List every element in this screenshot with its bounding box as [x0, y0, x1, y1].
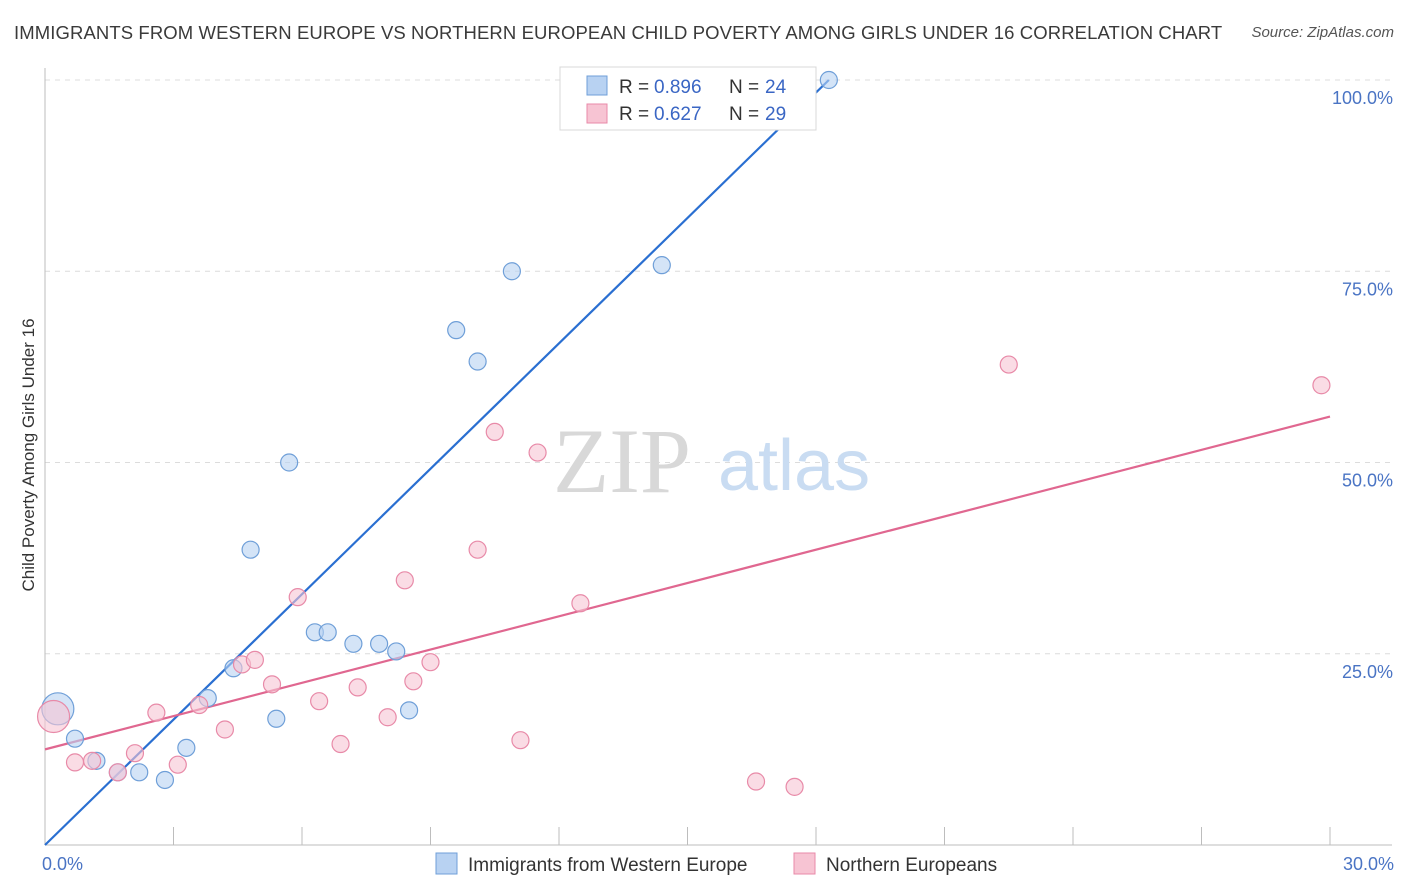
- series-label-blue: Immigrants from Western Europe: [468, 855, 747, 876]
- scatter-point-blue: [468, 352, 487, 371]
- trend-line-blue: [44, 79, 830, 846]
- scatter-point-blue: [819, 70, 838, 90]
- legend-swatch-pink: [586, 103, 608, 124]
- scatter-point-pink: [395, 571, 414, 590]
- scatter-point-blue: [318, 623, 337, 642]
- scatter-point-blue: [177, 738, 196, 757]
- scatter-point-pink: [511, 731, 530, 750]
- scatter-point-blue: [65, 729, 85, 748]
- scatter-point-pink: [262, 675, 282, 694]
- legend-n-value: 29: [765, 104, 786, 125]
- scatter-point-pink: [288, 588, 307, 607]
- legend-r-value: 0.627: [654, 104, 702, 125]
- scatter-point-pink: [310, 692, 329, 711]
- scatter-point-pink: [421, 653, 440, 672]
- trend-line-pink: [44, 415, 1331, 751]
- scatter-point-pink: [245, 650, 264, 669]
- scatter-point-pink: [999, 355, 1018, 374]
- scatter-point-blue: [344, 634, 363, 653]
- scatter-point-blue: [130, 763, 149, 782]
- chart-title: IMMIGRANTS FROM WESTERN EUROPE VS NORTHE…: [14, 22, 1223, 43]
- legend-r-label: R =: [619, 104, 649, 125]
- legend-n-label: N =: [729, 104, 759, 125]
- y-tick-label: 25.0%: [1342, 662, 1393, 682]
- scatter-point-blue: [280, 453, 299, 472]
- y-axis-label: Child Poverty Among Girls Under 16: [19, 318, 38, 591]
- scatter-point-pink: [571, 594, 590, 613]
- scatter-point-pink: [331, 734, 350, 754]
- scatter-point-pink: [147, 703, 166, 722]
- scatter-point-pink: [36, 699, 71, 734]
- legend-n-label: N =: [729, 77, 759, 98]
- data-points: [36, 70, 1331, 796]
- scatter-point-pink: [404, 672, 423, 691]
- scatter-point-pink: [746, 772, 766, 791]
- scatter-point-pink: [1312, 376, 1331, 395]
- scatter-point-blue: [155, 770, 175, 790]
- series-legend: Immigrants from Western Europe Northern …: [435, 852, 997, 876]
- legend-swatch-blue: [586, 75, 608, 96]
- scatter-point-blue: [387, 642, 406, 661]
- chart-source: Source: ZipAtlas.com: [1251, 24, 1394, 41]
- scatter-point-blue: [241, 540, 260, 559]
- scatter-point-pink: [528, 443, 547, 462]
- scatter-point-blue: [399, 701, 419, 720]
- y-tick-label: 100.0%: [1332, 88, 1393, 108]
- trend-lines: [44, 79, 1331, 846]
- legend-r-label: R =: [619, 77, 649, 98]
- scatter-point-blue: [502, 262, 521, 281]
- scatter-point-blue: [267, 709, 286, 728]
- scatter-point-blue: [652, 256, 671, 275]
- legend-r-value: 0.896: [654, 77, 702, 98]
- scatter-point-pink: [108, 763, 127, 782]
- y-tick-label: 50.0%: [1342, 471, 1393, 491]
- watermark: ZIP atlas: [553, 410, 870, 512]
- y-tick-label: 75.0%: [1342, 279, 1393, 299]
- scatter-point-blue: [447, 321, 466, 340]
- legend-n-value: 24: [765, 77, 787, 98]
- correlation-legend: R = 0.896 N = 24 R = 0.627 N = 29: [559, 66, 817, 131]
- scatter-point-pink: [190, 695, 209, 715]
- scatter-point-pink: [168, 755, 187, 774]
- scatter-point-blue: [370, 634, 389, 653]
- x-tick-label: 30.0%: [1343, 854, 1394, 874]
- watermark-zip: ZIP: [553, 410, 691, 512]
- axes: 25.0% 50.0% 75.0% 100.0% 0.0% 30.0%: [42, 68, 1394, 874]
- scatter-point-pink: [485, 422, 504, 441]
- series-swatch-pink: [793, 852, 816, 875]
- scatter-point-pink: [348, 678, 367, 697]
- scatter-point-pink: [785, 777, 804, 796]
- series-swatch-blue: [435, 852, 458, 875]
- scatter-point-pink: [65, 753, 85, 772]
- series-label-pink: Northern Europeans: [826, 855, 997, 876]
- scatter-point-pink: [125, 744, 145, 763]
- scatter-point-pink: [468, 540, 487, 559]
- watermark-atlas: atlas: [718, 426, 870, 506]
- grid: [45, 79, 1392, 655]
- scatter-point-pink: [83, 751, 102, 770]
- x-tick-label: 0.0%: [42, 854, 83, 874]
- scatter-point-pink: [378, 708, 397, 727]
- scatter-point-pink: [215, 720, 234, 739]
